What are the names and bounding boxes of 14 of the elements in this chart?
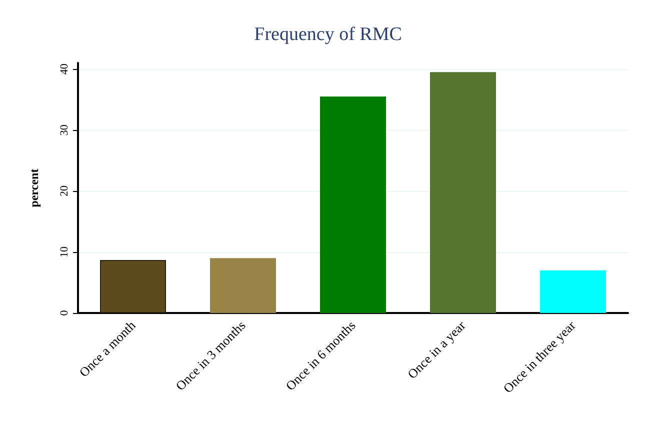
y-tick-label: 30 <box>58 124 70 136</box>
bar <box>320 96 386 313</box>
bar <box>100 260 166 313</box>
x-tick-label: Once in three year <box>500 317 579 396</box>
bar <box>430 72 496 313</box>
y-axis-title: percent <box>27 168 41 208</box>
chart-title: Frequency of RMC <box>254 24 402 45</box>
y-tick-label: 0 <box>58 310 70 316</box>
y-tick-label: 40 <box>58 63 70 75</box>
x-tick-label: Once in a year <box>404 317 469 382</box>
bar <box>540 270 606 313</box>
y-tick-label: 20 <box>58 185 70 197</box>
y-tick-label: 10 <box>58 246 70 258</box>
bar <box>210 258 276 313</box>
